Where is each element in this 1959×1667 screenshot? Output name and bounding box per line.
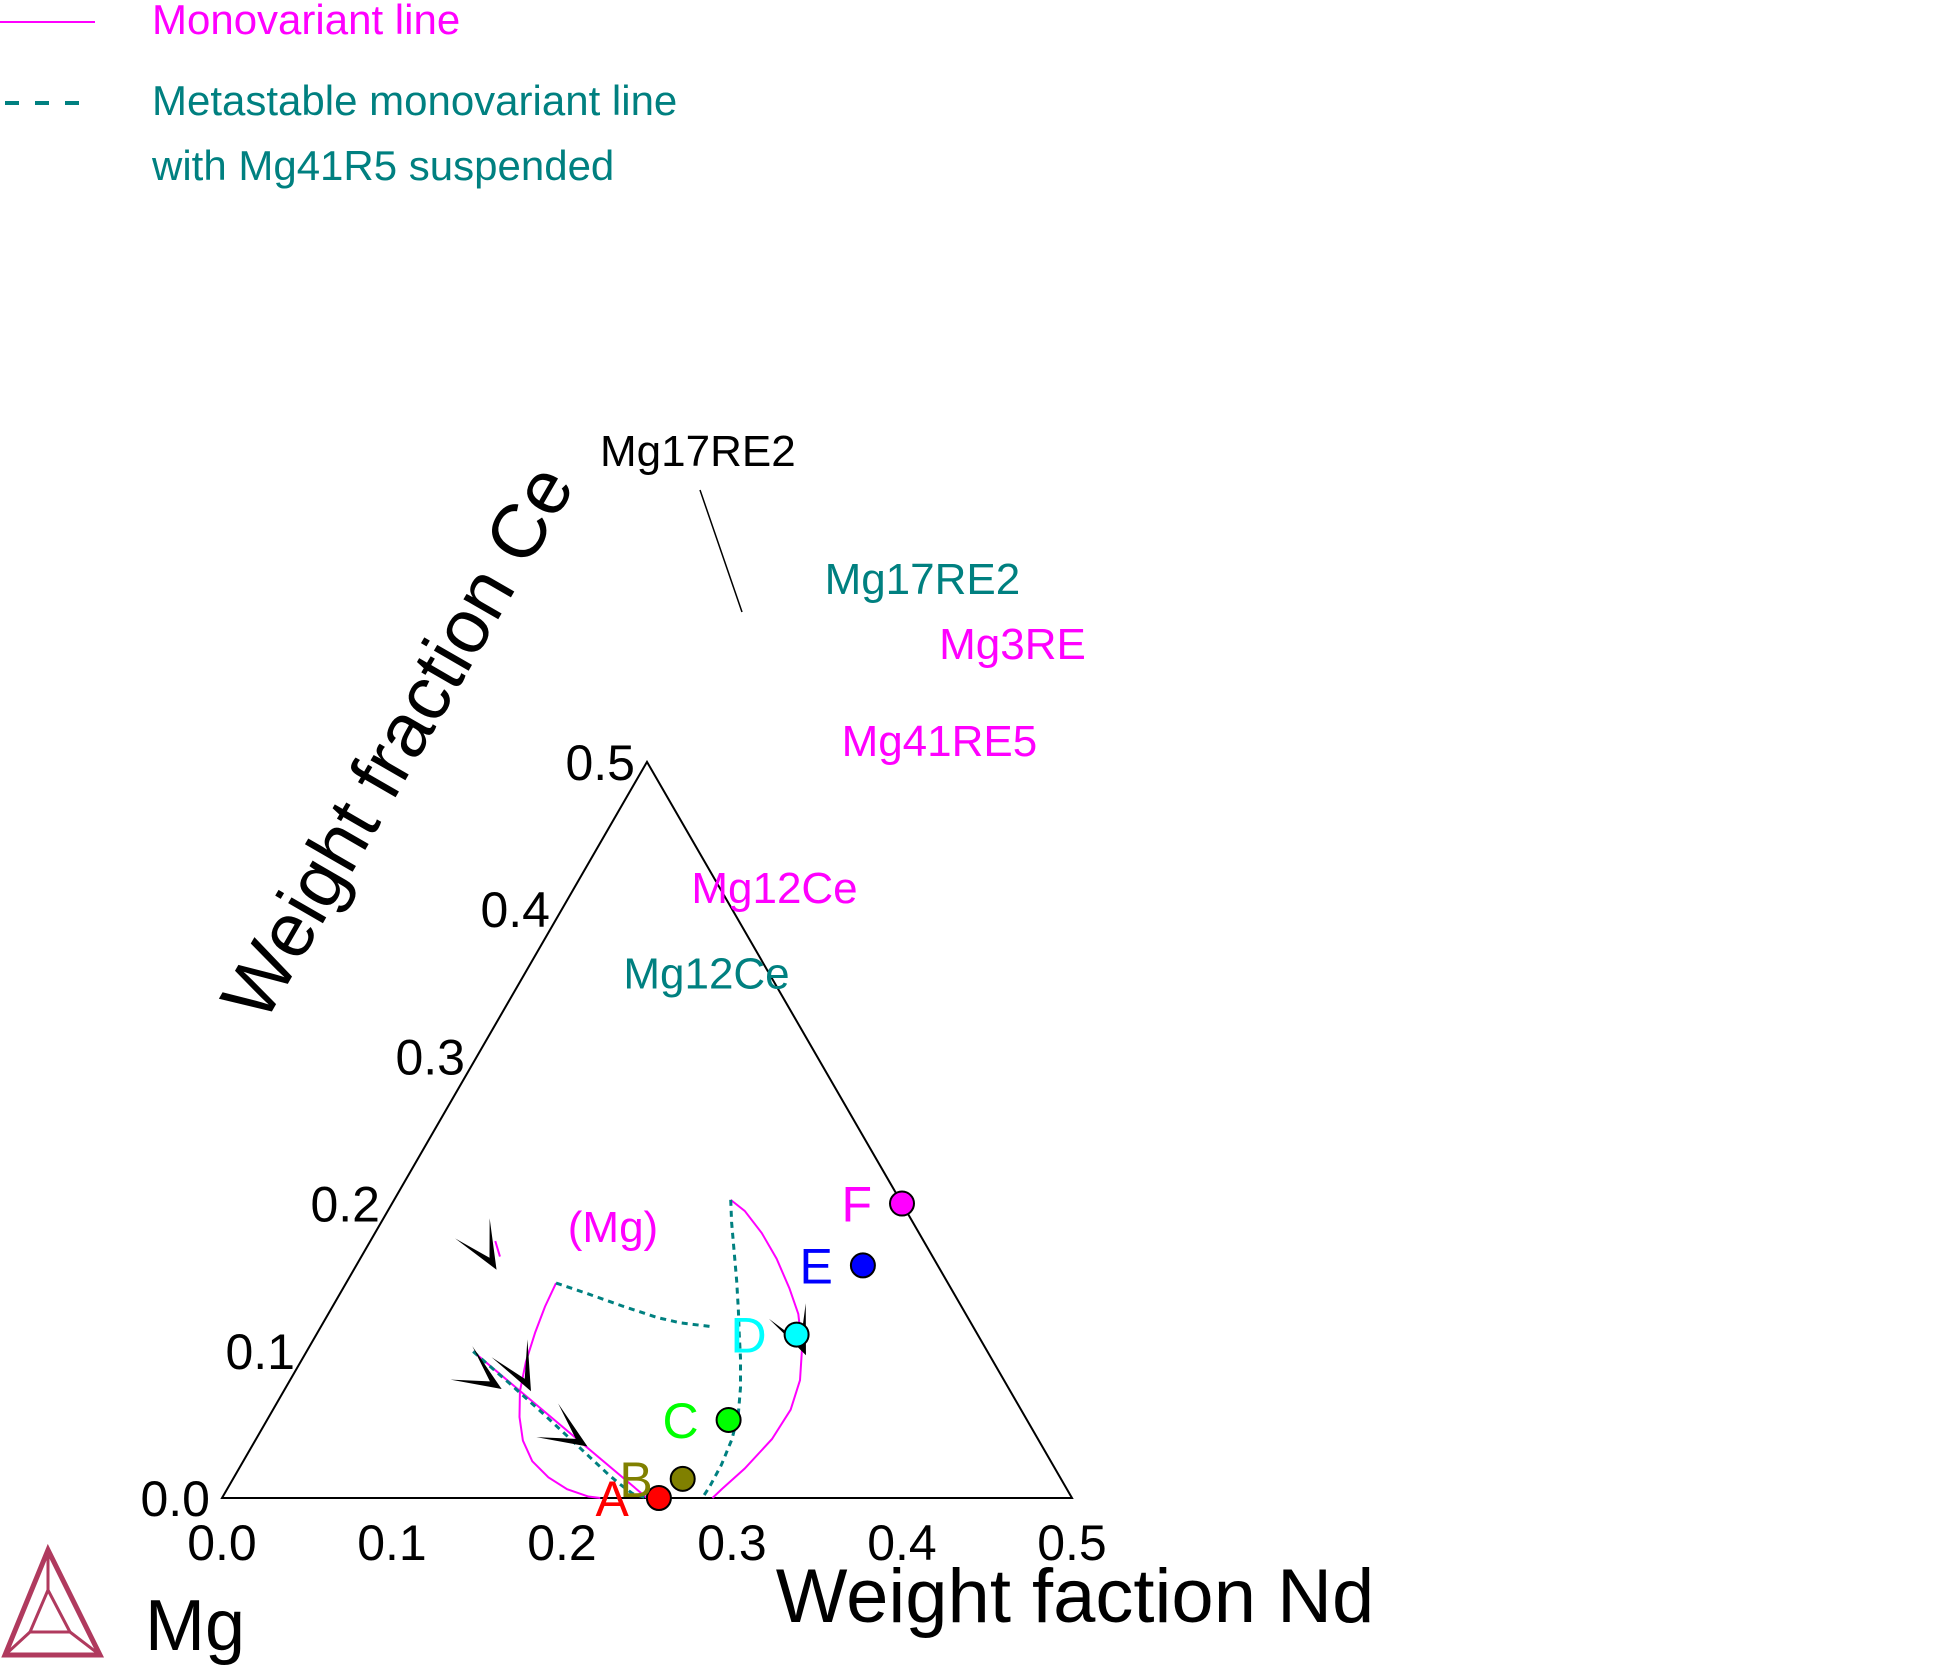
legend-entry-monovariant: Monovariant line — [152, 0, 460, 43]
legend: Monovariant line Metastable monovariant … — [0, 0, 677, 189]
point-label: A — [596, 1471, 630, 1527]
monovariant-line — [518, 1282, 601, 1499]
point-c — [715, 1406, 742, 1433]
x-axis-title: Weight faction Nd — [776, 1554, 1374, 1639]
monovariant-line — [494, 1240, 501, 1257]
annotation-label: Mg17RE2 — [600, 427, 796, 476]
y-tick-label: 0.3 — [395, 1029, 465, 1085]
point-label: D — [730, 1308, 766, 1364]
x-tick-label: 0.0 — [187, 1515, 257, 1571]
x-tick-label: 0.4 — [867, 1515, 937, 1571]
point-e — [849, 1252, 876, 1279]
region-label: Mg12Ce — [691, 864, 857, 913]
y-tick-label: 0.5 — [565, 735, 635, 791]
legend-entry-metastable-line2: with Mg41R5 suspended — [151, 142, 614, 189]
arrowhead — [491, 1339, 531, 1392]
region-label: Mg41RE5 — [842, 717, 1038, 766]
thermo-calc-triangle-logo-icon — [1, 1543, 105, 1658]
point-label: B — [619, 1452, 652, 1508]
x-tick-label: 0.1 — [357, 1515, 427, 1571]
region-label: (Mg) — [568, 1203, 658, 1252]
y-tick-label: 0.0 — [140, 1471, 210, 1527]
y-tick-label: 0.2 — [310, 1177, 380, 1233]
point-d — [783, 1321, 810, 1348]
region-label: Mg12Ce — [623, 950, 789, 999]
point-label: F — [841, 1177, 872, 1233]
x-tick-label: 0.2 — [527, 1515, 597, 1571]
point-label: E — [800, 1238, 833, 1294]
annotation-leader-line — [699, 489, 743, 613]
y-axis-title: Weight fraction Ce — [205, 451, 591, 1034]
axis-ticks: 0.0 0.1 0.2 0.3 0.4 0.5 0.0 0.1 0.2 0.3 0.4 0.5 — [140, 735, 1106, 1571]
point-label: C — [662, 1393, 698, 1449]
arrowhead — [536, 1403, 588, 1447]
y-tick-label: 0.4 — [480, 882, 550, 938]
point-a — [645, 1485, 672, 1511]
region-label: Mg3RE — [939, 620, 1086, 669]
phase-region-labels: (Mg) Mg12Ce Mg12Ce Mg17RE2 Mg41RE5 Mg3RE — [568, 555, 1086, 1252]
x-tick-label: 0.5 — [1037, 1515, 1107, 1571]
y-tick-label: 0.1 — [225, 1324, 295, 1380]
metastable-line — [700, 1199, 742, 1499]
point-b — [669, 1465, 696, 1492]
region-label: Mg17RE2 — [825, 555, 1021, 604]
arrowhead — [450, 1346, 502, 1390]
arrowhead — [455, 1218, 497, 1270]
point-f — [889, 1190, 915, 1217]
mg17re2-annotation: Mg17RE2 — [600, 427, 796, 613]
metastable-line — [472, 1350, 648, 1500]
metastable-line — [555, 1281, 711, 1328]
legend-entry-metastable: Metastable monovariant line — [152, 77, 677, 124]
corner-label-mg: Mg — [145, 1586, 245, 1666]
x-tick-label: 0.3 — [697, 1515, 767, 1571]
